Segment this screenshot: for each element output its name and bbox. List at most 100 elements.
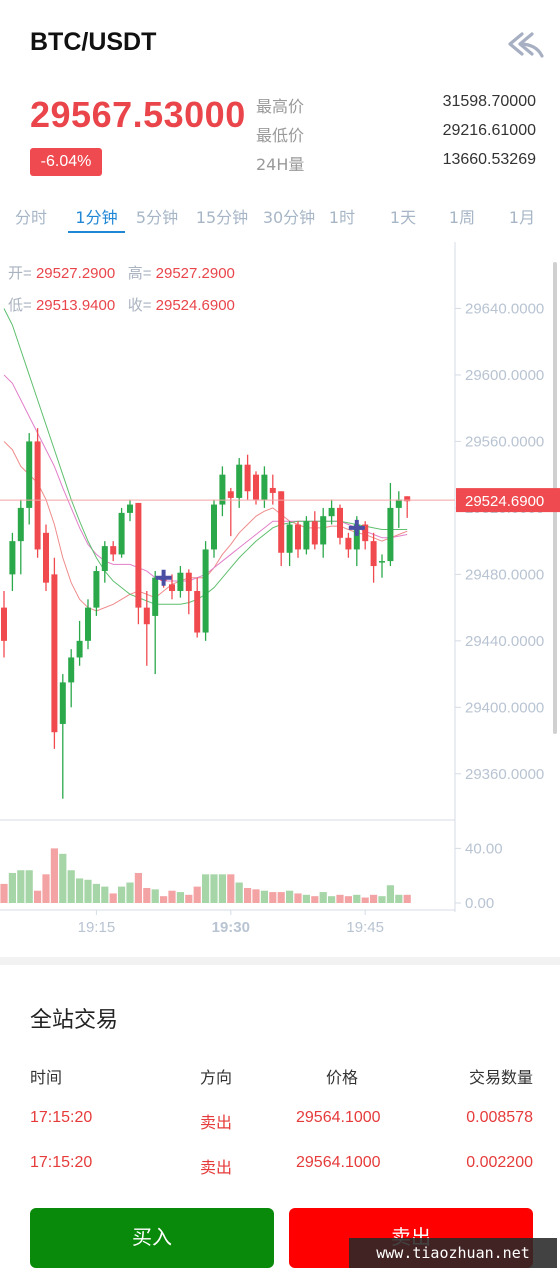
price-tick-label: 29640.0000 [465,300,544,317]
candle-body [227,491,234,498]
trade-amount: 0.008578 [466,1109,533,1126]
stat-value: 13660.53269 [442,151,536,168]
candle-body [177,572,184,591]
tab-30min[interactable]: 30分钟 [262,208,316,227]
candle-body [328,507,335,517]
trade-price: 29564.1000 [296,1154,381,1171]
volume-bar [17,870,25,903]
current-price-box [456,488,560,513]
candle-body [362,524,369,542]
volume-bar [59,853,67,903]
volume-bar [160,896,168,903]
volume-bar [185,894,193,903]
volume-bar [92,883,100,903]
col-amount: 交易数量 [468,1068,533,1087]
tab-timeshare[interactable]: 分时 [14,208,47,227]
tab-5min[interactable]: 5分钟 [135,208,179,227]
tab-1month[interactable]: 1月 [508,208,536,227]
volume-bar [294,893,302,903]
candle-body [370,541,377,567]
stat-high: 最高价 31598.70000 [256,90,536,119]
interval-tabs: 分时 1分钟 5分钟 15分钟 30分钟 1时 1天 1周 1月 [0,205,560,237]
candle-body [244,464,251,492]
candle-body [236,464,243,498]
volume-bar [25,870,33,903]
volume-bar [50,848,58,903]
volume-bar [319,892,327,903]
candle-body [261,474,268,500]
volume-bar [210,874,218,903]
tab-15min[interactable]: 15分钟 [195,208,249,227]
candle-body [93,571,100,608]
watermark: www.tiaozhuan.net [349,1238,557,1268]
volume-bar [134,872,142,903]
trade-price: 29564.1000 [296,1109,381,1126]
candle-body [76,640,83,658]
candle-body [269,487,276,493]
time-tick-label: 19:45 [346,919,384,936]
trades-table: 时间 方向 价格 交易数量 17:15:20 卖出 29564.1000 0.0… [30,1060,533,1195]
candle-body [68,657,75,683]
buy-button[interactable]: 买入 [30,1208,274,1268]
stat-low: 最低价 29216.61000 [256,119,536,148]
candle-body [303,521,310,550]
candle-body [345,537,352,550]
table-row: 17:15:20 卖出 29564.1000 0.008578 [30,1105,533,1150]
table-header: 时间 方向 价格 交易数量 [30,1060,533,1105]
price-tick-label: 29600.0000 [465,367,544,384]
candle-body [85,607,91,641]
volume-bar [302,894,310,903]
tab-1week[interactable]: 1周 [448,208,476,227]
volume-bar [361,897,369,903]
kline-svg[interactable]: 29640.000029600.000029560.000029520.0000… [0,242,560,942]
change-badge: -6.04% [30,148,102,176]
candle-body [387,507,394,562]
col-price: 价格 [326,1068,359,1087]
last-price: 29567.53000 [30,94,246,135]
price-tick-label: 29560.0000 [465,433,544,450]
ohlc-row-1: 开= 29527.2900 高= 29527.2900 [8,262,235,283]
candle-body [395,499,402,508]
ohlc-high-label: 高= [127,265,152,282]
stat-volume: 24H量 13660.53269 [256,148,536,177]
col-side: 方向 [200,1068,233,1087]
price-tick-label: 29440.0000 [465,633,544,650]
double-back-arrow-icon[interactable] [506,30,546,60]
volume-bar [151,889,159,903]
candle-body [1,607,7,641]
candle-body [202,549,209,633]
time-tick-label: 19:15 [78,919,116,936]
kline-chart[interactable]: 29640.000029600.000029560.000029520.0000… [0,242,560,942]
candle-body [26,441,33,508]
candle-body [219,474,226,505]
candle-body [127,504,133,513]
ohlc-high: 29527.2900 [155,265,235,282]
volume-tick-label: 40.00 [465,840,503,857]
tab-1min[interactable]: 1分钟 [68,205,125,233]
candle-body [320,516,327,545]
trade-amount: 0.002200 [466,1154,533,1171]
candle-body [253,474,259,500]
tab-1day[interactable]: 1天 [389,208,417,227]
volume-bar [244,887,252,903]
volume-bar [353,894,361,903]
volume-bar [403,894,411,903]
volume-bar [227,874,235,903]
candle-body [143,607,150,625]
volume-bar [193,886,201,903]
col-time: 时间 [30,1068,63,1087]
ohlc-open-label: 开= [8,265,32,282]
trade-marker [348,519,365,536]
candle-body [101,546,108,572]
volume-bar [235,882,243,903]
current-price-label: 29524.6900 [465,493,544,510]
tab-1hour[interactable]: 1时 [328,208,356,227]
candle-body [118,512,125,555]
volume-bar [143,887,151,903]
volume-bar [370,894,378,903]
stat-value: 31598.70000 [442,93,536,110]
stat-label: 最低价 [256,126,305,145]
candle-body [110,546,117,555]
section-divider [0,957,560,965]
candle-body [51,574,58,733]
